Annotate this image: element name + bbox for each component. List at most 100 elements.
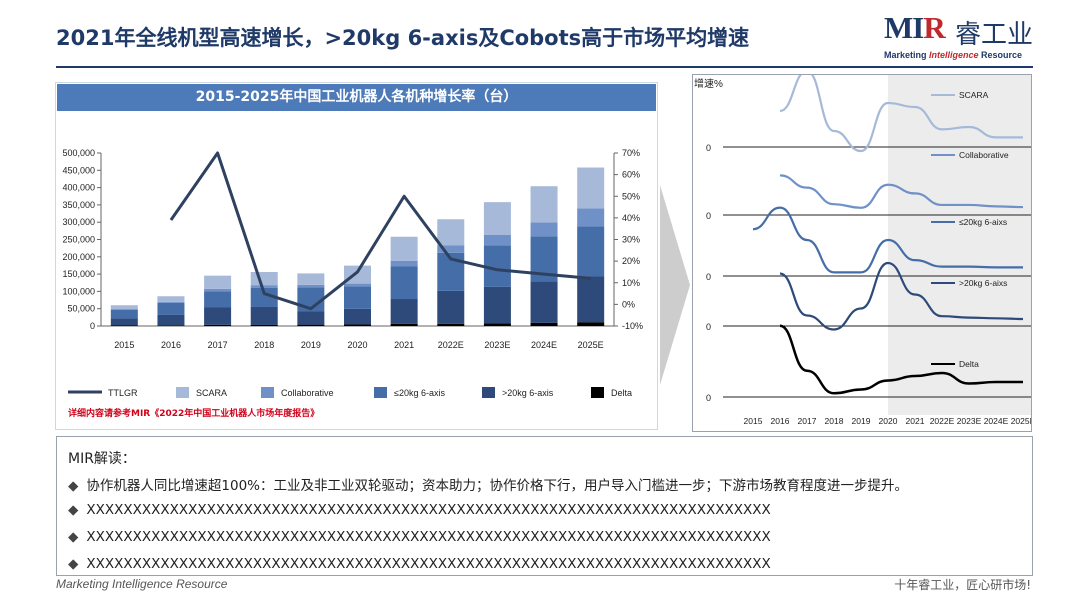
- interpretation-bullet: ◆ XXXXXXXXXXXXXXXXXXXXXXXXXXXXXXXXXXXXXXX…: [68, 502, 771, 518]
- panel-zero-label: 0: [706, 143, 711, 153]
- bar-scara: [110, 305, 138, 310]
- bar-le20: [250, 287, 278, 307]
- y2-tick-label: 50%: [622, 191, 640, 201]
- x-tick-label: 2017: [208, 340, 228, 350]
- y2-tick-label: 70%: [622, 148, 640, 158]
- ttlgr-line: [169, 151, 591, 311]
- bar-scara: [530, 186, 558, 223]
- x-tick-label: 2018: [254, 340, 274, 350]
- growth-rate-panels: 增速% 0 SCARA 0 Collaborative 0 ≤20kg 6-aixs 0 >20…: [694, 75, 1031, 426]
- bar-delta: [204, 324, 232, 326]
- y2-tick-label: 40%: [622, 213, 640, 223]
- y-tick-label: 50,000: [67, 304, 95, 314]
- bar-le20: [110, 309, 138, 319]
- bar-collaborative: [204, 288, 232, 292]
- main-chart-frame: [55, 82, 658, 430]
- y2-tick-label: 10%: [622, 278, 640, 288]
- bar-scara: [297, 273, 325, 285]
- bar-delta: [530, 322, 558, 326]
- interpretation-heading: MIR解读：: [68, 451, 136, 467]
- footer-left: Marketing Intelligence Resource: [56, 577, 228, 591]
- y2-tick-label: -10%: [622, 321, 643, 331]
- bar-delta: [157, 325, 185, 326]
- bar-collaborative: [157, 301, 185, 303]
- bar-collaborative: [344, 283, 371, 287]
- bar-collaborative: [483, 235, 511, 246]
- bar-collaborative: [297, 284, 325, 288]
- side-x-tick-label: 2017: [798, 416, 817, 426]
- panel-line-collaborative: [779, 174, 1024, 209]
- panel-legend-label: SCARA: [959, 90, 989, 100]
- interpretation-bullet: ◆ 协作机器人同比增速超100%：工业及非工业双轮驱动；资本助力；协作价格下行，用…: [68, 478, 908, 494]
- side-x-tick-label: 2022E: [930, 416, 955, 426]
- panel-zero-label: 0: [706, 211, 711, 221]
- logo-r: R: [923, 10, 945, 45]
- y2-tick-label: 0%: [622, 299, 635, 309]
- bar-le20: [577, 226, 605, 277]
- panel-line-scara: [779, 75, 1023, 153]
- bar-collaborative: [437, 245, 465, 253]
- bar-delta: [577, 322, 605, 326]
- bar-gt20: [157, 314, 185, 326]
- y2-tick-label: 60%: [622, 170, 640, 180]
- bar-gt20: [530, 281, 558, 323]
- legend-swatch-scara: [176, 387, 189, 398]
- bar-gt20: [297, 311, 325, 325]
- y-tick-label: 150,000: [62, 269, 95, 279]
- x-tick-label: 2020: [347, 340, 367, 350]
- side-x-tick-label: 2025E: [1011, 416, 1031, 426]
- bar-le20: [390, 266, 418, 300]
- bar-scara: [250, 272, 278, 286]
- side-x-tick-label: 2018: [825, 416, 844, 426]
- legend-swatch-collaborative: [261, 387, 274, 398]
- bar-gt20: [483, 286, 511, 324]
- bar-gt20: [204, 307, 232, 325]
- bar-gt20: [437, 290, 465, 324]
- bar-delta: [437, 323, 465, 326]
- legend-label: ≤20kg 6-axis: [394, 388, 445, 398]
- bar-collaborative: [390, 260, 418, 267]
- bar-gt20: [250, 306, 278, 325]
- diamond-bullet-icon: ◆: [68, 529, 79, 545]
- main-chart: 500,000 450,000 400,000 350,000 300,000 250,0…: [62, 148, 643, 398]
- legend-swatch-le20: [374, 387, 387, 398]
- arrow-right-icon: [660, 185, 690, 385]
- bar-le20: [157, 302, 185, 315]
- legend-label: TTLGR: [108, 388, 138, 398]
- side-x-tick-label: 2019: [852, 416, 871, 426]
- side-x-tick-label: 2016: [771, 416, 790, 426]
- y-tick-label: 450,000: [62, 165, 95, 175]
- bar-delta: [483, 323, 511, 326]
- panel-legend-label: Collaborative: [959, 150, 1009, 160]
- bar-collaborative: [577, 208, 605, 227]
- y-tick-label: 100,000: [62, 286, 95, 296]
- bar-collaborative: [250, 285, 278, 288]
- logo-chinese-name: 睿工业: [955, 20, 1034, 50]
- diamond-bullet-icon: ◆: [68, 478, 79, 494]
- interpretation-bullet: ◆ XXXXXXXXXXXXXXXXXXXXXXXXXXXXXXXXXXXXXXX…: [68, 556, 771, 572]
- panel-line-delta: [779, 324, 1023, 395]
- panel-legend-label: >20kg 6-aixs: [959, 278, 1007, 288]
- header-divider: [56, 66, 1033, 68]
- bar-gt20: [577, 276, 605, 323]
- y-tick-label: 300,000: [62, 217, 95, 227]
- y-tick-label: 500,000: [62, 148, 95, 158]
- page-title: 2021年全线机型高速增长，>20kg 6-axis及Cobots高于市场平均增…: [56, 26, 750, 50]
- x-tick-label: 2021: [394, 340, 414, 350]
- side-x-tick-label: 2023E: [957, 416, 982, 426]
- x-tick-label: 2024E: [531, 340, 557, 350]
- x-tick-label: 2022E: [438, 340, 464, 350]
- logo-mi: MI: [884, 10, 924, 45]
- main-chart-title: 2015-2025年中国工业机器人各机种增长率（台）: [57, 84, 656, 111]
- bar-scara: [157, 296, 185, 302]
- bar-le20: [204, 291, 232, 308]
- bar-scara: [204, 275, 232, 289]
- y2-tick-label: 30%: [622, 235, 640, 245]
- y-tick-label: 250,000: [62, 235, 95, 245]
- legend-label: SCARA: [196, 388, 227, 398]
- legend-swatch-delta: [591, 387, 604, 398]
- mir-logo: MIR: [884, 10, 946, 46]
- bar-le20: [344, 286, 371, 309]
- bar-gt20: [110, 318, 138, 326]
- panel-legend-label: ≤20kg 6-aixs: [959, 217, 1007, 227]
